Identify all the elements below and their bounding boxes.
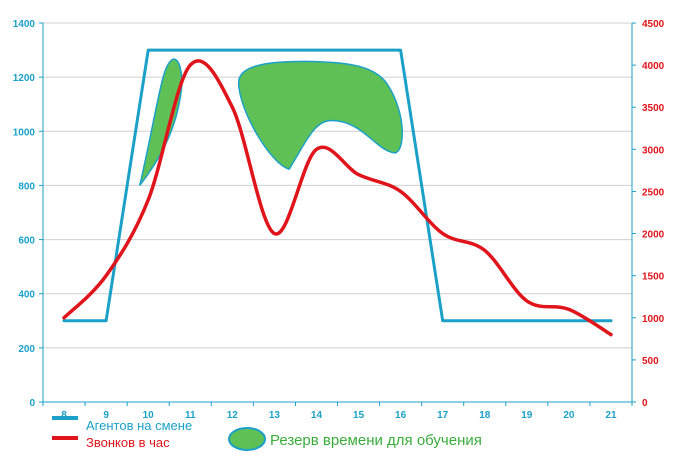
x-tick-label: 18	[479, 410, 491, 421]
x-tick-label: 10	[143, 410, 155, 421]
x-tick-label: 8	[61, 410, 67, 421]
x-tick-label: 17	[437, 410, 449, 421]
y-left-tick-label: 1000	[13, 127, 36, 138]
y-right-tick-label: 3500	[642, 103, 665, 114]
x-tick-label: 15	[353, 410, 365, 421]
reserve-area	[237, 60, 403, 171]
x-tick-label: 11	[185, 410, 196, 421]
y-right-tick-label: 1500	[642, 272, 665, 283]
y-right-tick-label: 3000	[642, 145, 665, 156]
y-right-tick-label: 2000	[642, 230, 665, 241]
legend-agents-label: Агентов на смене	[86, 418, 192, 433]
y-right-tick-label: 2500	[642, 187, 665, 198]
reserve-area	[139, 58, 183, 186]
x-tick-label: 9	[103, 410, 109, 421]
x-tick-label: 21	[605, 410, 617, 421]
y-left-tick-label: 400	[18, 290, 35, 301]
tick-labels: 0 200 400 600 800 1000 1200 1400 0 500 1000 1500 200…	[13, 19, 665, 421]
y-right-tick-label: 500	[642, 356, 659, 367]
x-tick-label: 13	[269, 410, 281, 421]
x-tick-label: 19	[521, 410, 533, 421]
y-left-tick-label: 200	[18, 344, 35, 355]
legend-reserve-label: Резерв времени для обучения	[270, 432, 482, 449]
y-right-tick-label: 1000	[642, 314, 665, 325]
y-right-tick-label: 4000	[642, 61, 665, 72]
series	[62, 48, 613, 337]
y-left-tick-label: 800	[18, 181, 35, 192]
y-right-tick-label: 4500	[642, 19, 665, 30]
legend: Агентов на смене Звонков в час Резерв вр…	[52, 416, 482, 451]
x-tick-label: 12	[227, 410, 239, 421]
y-left-tick-label: 600	[18, 236, 35, 247]
reserve-areas	[139, 58, 403, 186]
y-left-tick-label: 1400	[13, 19, 36, 30]
y-left-tick-label: 0	[29, 398, 35, 409]
x-tick-label: 14	[311, 410, 323, 421]
axes	[39, 22, 636, 406]
y-right-tick-label: 0	[642, 398, 648, 409]
x-tick-label: 20	[563, 410, 575, 421]
series-line-calls	[62, 59, 613, 337]
y-left-tick-label: 1200	[13, 73, 36, 84]
series-line-agents	[62, 48, 613, 323]
legend-reserve-swatch	[228, 427, 266, 451]
x-tick-label: 16	[395, 410, 407, 421]
legend-calls-label: Звонков в час	[86, 435, 170, 450]
